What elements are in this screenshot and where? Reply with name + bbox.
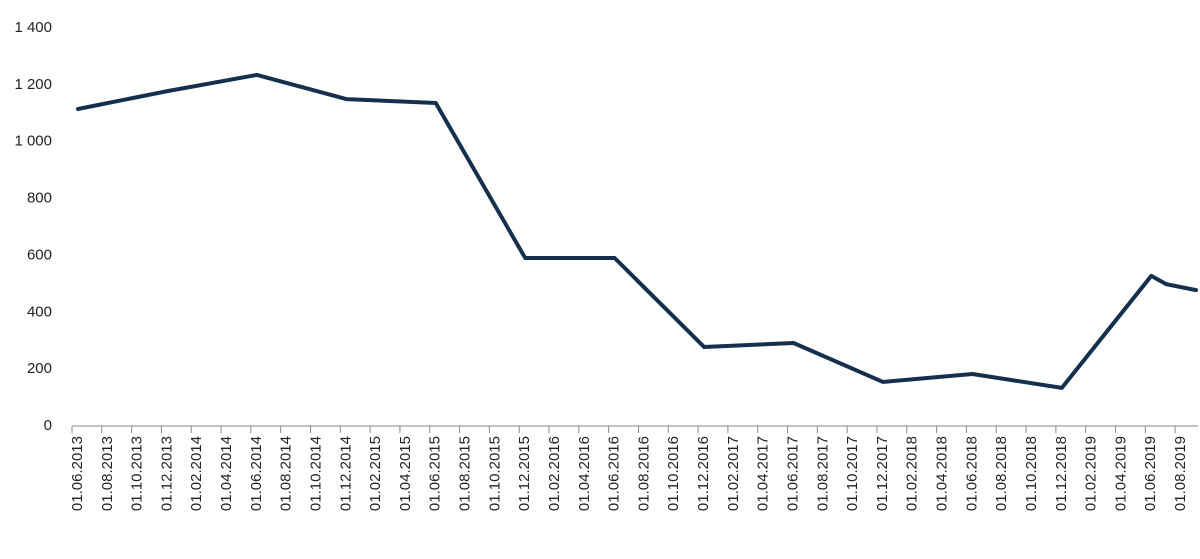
x-tick-label: 01.02.2019 — [1083, 436, 1100, 511]
x-tick-label: 01.06.2019 — [1142, 436, 1159, 511]
x-tick-label: 01.08.2017 — [814, 436, 831, 511]
x-tick-label: 01.12.2013 — [158, 436, 175, 511]
x-tick-label: 01.10.2016 — [665, 436, 682, 511]
y-tick-label: 400 — [27, 303, 52, 320]
y-tick-label: 0 — [44, 417, 52, 434]
x-tick-label: 01.02.2016 — [546, 436, 563, 511]
x-tick-label: 01.04.2015 — [397, 436, 414, 511]
x-tick-label: 01.06.2015 — [427, 436, 444, 511]
x-tick-label: 01.08.2013 — [99, 436, 116, 511]
y-tick-label: 200 — [27, 360, 52, 377]
x-tick-label: 01.10.2018 — [1023, 436, 1040, 511]
x-tick-label: 01.08.2018 — [993, 436, 1010, 511]
x-tick-label: 01.10.2017 — [844, 436, 861, 511]
y-tick-label: 1 000 — [14, 133, 52, 150]
x-tick-label: 01.06.2014 — [248, 436, 265, 511]
x-tick-label: 01.08.2016 — [635, 436, 652, 511]
x-tick-label: 01.06.2016 — [606, 436, 623, 511]
x-tick-label: 01.02.2017 — [725, 436, 742, 511]
x-tick-label: 01.12.2016 — [695, 436, 712, 511]
y-tick-label: 1 400 — [14, 19, 52, 36]
x-tick-label: 01.02.2014 — [188, 436, 205, 511]
x-tick-label: 01.10.2015 — [486, 436, 503, 511]
x-tick-label: 01.04.2017 — [755, 436, 772, 511]
y-tick-label: 800 — [27, 190, 52, 207]
x-tick-label: 01.12.2018 — [1053, 436, 1070, 511]
x-tick-label: 01.04.2014 — [218, 436, 235, 511]
x-tick-label: 01.04.2016 — [576, 436, 593, 511]
y-tick-label: 600 — [27, 246, 52, 263]
x-tick-label: 01.06.2018 — [963, 436, 980, 511]
x-tick-label: 01.02.2018 — [904, 436, 921, 511]
x-tick-label: 01.12.2014 — [337, 436, 354, 511]
x-tick-label: 01.12.2015 — [516, 436, 533, 511]
x-tick-label: 01.04.2018 — [934, 436, 951, 511]
x-tick-label: 01.02.2015 — [367, 436, 384, 511]
x-tick-label: 01.08.2015 — [457, 436, 474, 511]
x-tick-label: 01.08.2019 — [1172, 436, 1189, 511]
line — [76, 72, 1198, 390]
x-tick-label: 01.06.2017 — [784, 436, 801, 511]
x-tick-label: 01.08.2014 — [278, 436, 295, 511]
y-tick-label: 1 200 — [14, 76, 52, 93]
x-tick-label: 01.04.2019 — [1112, 436, 1129, 511]
x-tick-label: 01.12.2017 — [874, 436, 891, 511]
x-tick-label: 01.06.2013 — [69, 436, 86, 511]
x-tick-label: 01.10.2013 — [129, 436, 146, 511]
x-tick-label: 01.10.2014 — [307, 436, 324, 511]
